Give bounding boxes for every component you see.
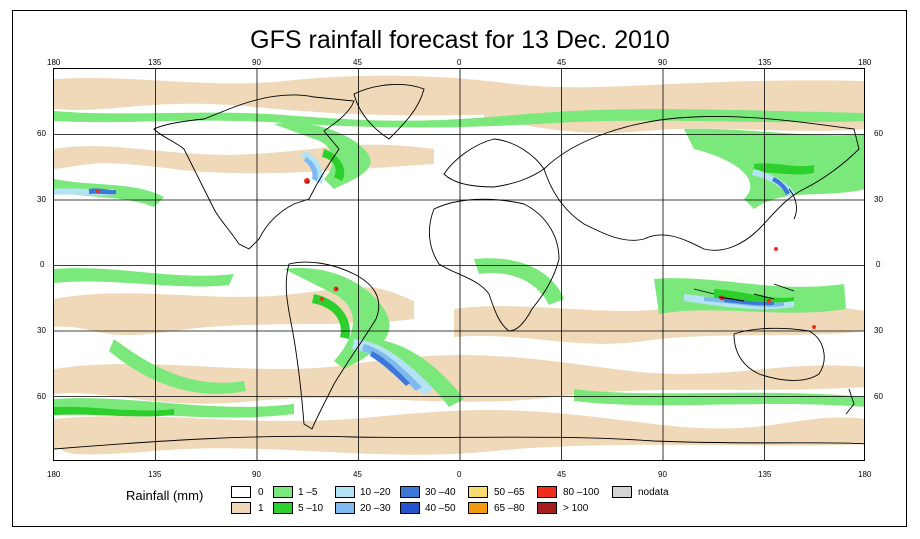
legend-swatch-2 [273,486,293,498]
legend-swatch-0 [231,486,251,498]
coastlines [54,84,864,450]
lon-tick-bottom-1: 135 [148,470,162,479]
lon-tick-bottom-8: 180 [858,470,872,479]
legend-title: Rainfall (mm) [126,488,204,503]
map-title: GFS rainfall forecast for 13 Dec. 2010 [250,26,670,54]
lon-tick-top-0: 180 [47,58,61,67]
greenland-coast [353,84,425,140]
legend-label-7: 40 –50 [425,503,456,514]
new-zealand-coast [845,388,855,415]
lat-tick-left-0: 60 [37,129,46,138]
lat-tick-left-2: 30 [37,326,46,335]
lon-tick-bottom-5: 45 [557,470,566,479]
lon-tick-top-8: 180 [858,58,872,67]
antarctica-coast [54,435,864,450]
lat-tick-right-eq: 0 [876,260,881,269]
lon-tick-bottom-4: 0 [457,470,462,479]
lon-tick-top-5: 45 [557,58,566,67]
lon-tick-bottom-3: 45 [353,470,362,479]
legend-label-2: 1 –5 [298,487,318,498]
legend-label-0: 0 [258,487,264,498]
legend-swatch-9 [468,502,488,514]
lat-tick-right-1: 30 [874,195,883,204]
legend-swatch-3 [273,502,293,514]
legend-swatch-4 [335,486,355,498]
legend-label-9: 65 –80 [494,503,525,514]
legend-label-4: 10 –20 [360,487,391,498]
lon-tick-top-3: 45 [353,58,362,67]
legend-swatch-7 [400,502,420,514]
asia-coast [543,116,860,251]
north-america-coast [153,94,355,250]
legend-swatch-nodata [612,486,632,498]
legend-swatch-8 [468,486,488,498]
lon-tick-top-6: 90 [658,58,667,67]
lat-tick-right-0: 60 [874,129,883,138]
south-america-coast [285,261,380,430]
indonesia-coast [693,283,795,302]
lon-tick-bottom-2: 90 [252,470,261,479]
lon-tick-top-4: 0 [457,58,462,67]
lon-tick-top-1: 135 [148,58,162,67]
legend-label-6: 30 –40 [425,487,456,498]
lat-tick-left-3: 60 [37,392,46,401]
legend-swatch-1 [231,502,251,514]
rain-band-1mm [54,75,864,455]
figure-frame [12,10,907,527]
lon-tick-bottom-6: 90 [658,470,667,479]
lat-tick-left-1: 30 [37,195,46,204]
japan-coast [788,188,797,220]
legend-swatch-11 [537,502,557,514]
australia-coast [733,327,825,381]
lat-tick-right-2: 30 [874,326,883,335]
rain-band-1-5mm [54,109,864,418]
lon-tick-bottom-7: 135 [758,470,772,479]
legend-label-8: 50 –65 [494,487,525,498]
legend-label-nodata: nodata [638,487,669,498]
lat-tick-left-eq: 0 [40,260,45,269]
legend-swatch-5 [335,502,355,514]
legend-label-1: 1 [258,503,264,514]
legend-label-11: > 100 [563,503,589,514]
legend-label-3: 5 –10 [298,503,324,514]
rainfall-map [53,68,865,461]
legend-label-5: 20 –30 [360,503,391,514]
graticule [54,69,864,460]
legend-swatch-6 [400,486,420,498]
legend-label-10: 80 –100 [563,487,600,498]
lon-tick-bottom-0: 180 [47,470,61,479]
lat-tick-right-3: 60 [874,392,883,401]
map-canvas [54,69,864,460]
legend-swatch-10 [537,486,557,498]
europe-coast [443,138,545,188]
lon-tick-top-7: 135 [758,58,772,67]
lon-tick-top-2: 90 [252,58,261,67]
africa-coast [428,198,560,332]
